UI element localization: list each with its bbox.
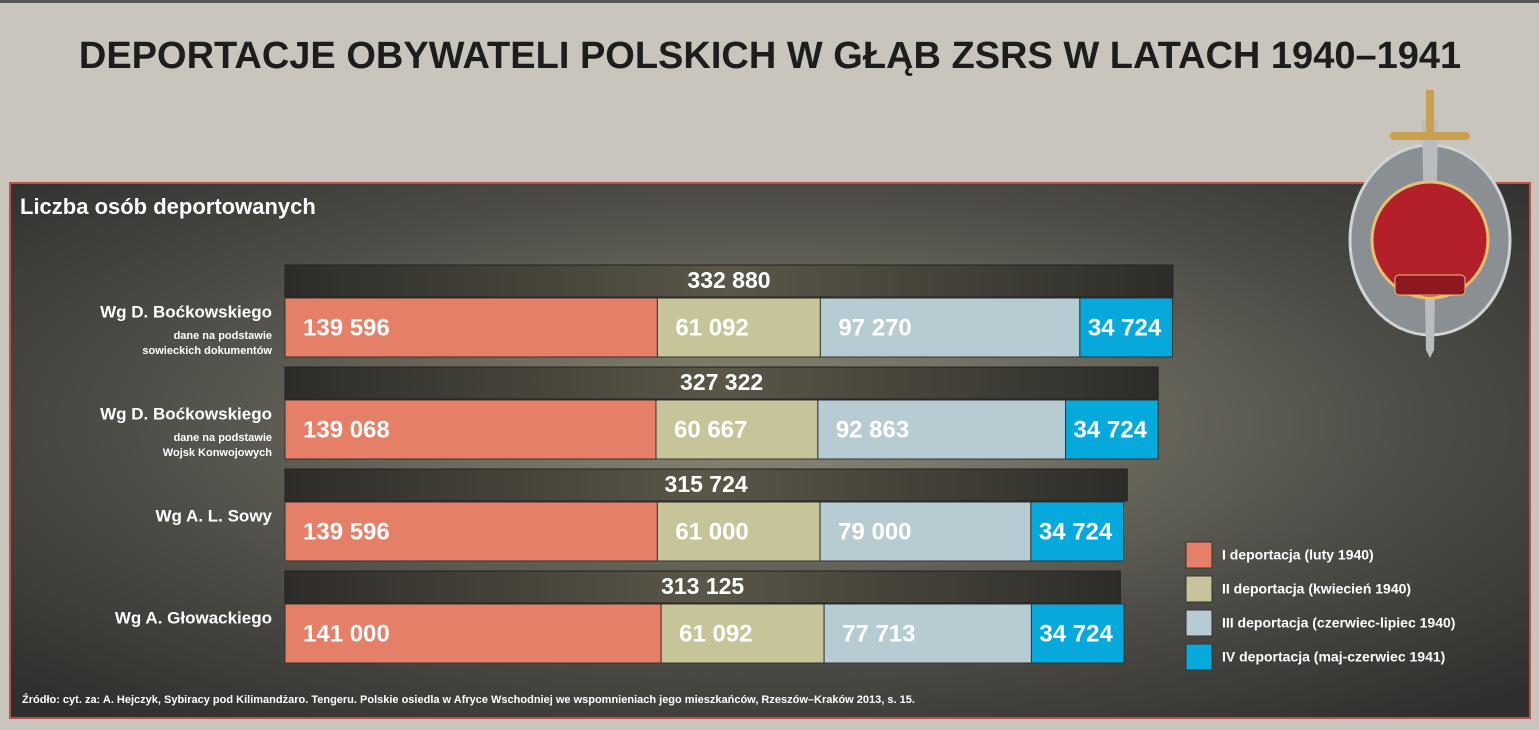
- category-note: dane na podstawie: [174, 432, 272, 444]
- bar-segment: [655, 399, 819, 460]
- total-bar: [284, 570, 1121, 604]
- value-label: 34 724: [1039, 518, 1113, 545]
- category-label: Wg A. Głowackiego: [115, 608, 272, 627]
- legend-swatch: [1185, 541, 1213, 569]
- bar-segment: [1065, 399, 1159, 460]
- bar-segment: [1030, 603, 1125, 664]
- value-label: 139 596: [303, 518, 390, 545]
- value-label: 139 596: [303, 314, 390, 341]
- source-note: Źródło: cyt. za: A. Hejczyk, Sybiracy po…: [22, 693, 915, 706]
- value-label: 92 863: [836, 416, 909, 443]
- total-bar: [284, 468, 1128, 502]
- category-label: Wg A. L. Sowy: [156, 506, 273, 525]
- legend-label: I deportacja (luty 1940): [1222, 547, 1374, 563]
- total-bar: [284, 264, 1174, 298]
- bar-segment: [660, 603, 825, 664]
- value-label: 61 000: [675, 518, 748, 545]
- legend-label: II deportacja (kwiecień 1940): [1222, 581, 1411, 597]
- total-bar: [284, 366, 1159, 400]
- value-label: 61 092: [675, 314, 748, 341]
- emblem: [1348, 90, 1512, 358]
- chart-subtitle: Liczba osób deportowanych: [20, 194, 316, 219]
- value-label: 77 713: [842, 620, 915, 647]
- top-edge: [0, 0, 1539, 3]
- legend-label: III deportacja (czerwiec-lipiec 1940): [1222, 615, 1455, 631]
- legend-swatch: [1185, 575, 1213, 603]
- category-label: Wg D. Boćkowskiego: [100, 404, 272, 423]
- total-label: 315 724: [665, 471, 748, 497]
- value-label: 79 000: [838, 518, 911, 545]
- bar-segment: [817, 399, 1067, 460]
- value-label: 139 068: [303, 416, 390, 443]
- bar-segment: [1030, 501, 1124, 562]
- total-label: 327 322: [680, 369, 763, 395]
- legend-swatch: [1185, 609, 1213, 637]
- value-label: 34 724: [1039, 620, 1113, 647]
- value-label: 60 667: [674, 416, 747, 443]
- total-label: 332 880: [687, 267, 770, 293]
- chart-title: DEPORTACJE OBYWATELI POLSKICH W GŁĄB ZSR…: [79, 35, 1461, 77]
- legend-label: IV deportacja (maj-czerwiec 1941): [1222, 649, 1445, 665]
- legend-swatch: [1185, 643, 1213, 671]
- bar-segment: [656, 501, 821, 562]
- bar-segment: [656, 297, 821, 358]
- bar-segment: [284, 399, 657, 460]
- bar-segment: [284, 297, 658, 358]
- total-label: 313 125: [661, 573, 744, 599]
- value-label: 34 724: [1074, 416, 1148, 443]
- bar-segment: [823, 603, 1032, 664]
- value-label: 61 092: [679, 620, 752, 647]
- value-label: 97 270: [838, 314, 911, 341]
- value-label: 34 724: [1088, 314, 1162, 341]
- category-note: sowieckich dokumentów: [142, 345, 272, 357]
- category-note: dane na podstawie: [174, 330, 272, 342]
- bar-segment: [284, 603, 662, 664]
- bar-segment: [1079, 297, 1173, 358]
- category-note: Wojsk Konwojowych: [163, 447, 272, 459]
- category-label: Wg D. Boćkowskiego: [100, 302, 272, 321]
- value-label: 141 000: [303, 620, 390, 647]
